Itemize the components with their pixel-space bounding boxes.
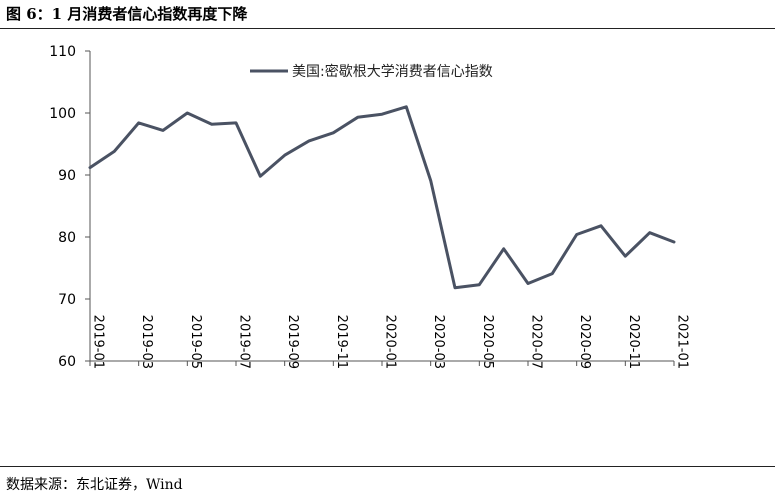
data-source-note: 数据来源：东北证券，Wind: [6, 477, 183, 493]
series-line: [88, 105, 676, 290]
y-tick-label: 100: [49, 106, 76, 122]
y-tick-label: 80: [58, 230, 76, 246]
y-tick-label: 70: [58, 292, 76, 308]
x-tick-label: 2019-07: [237, 315, 252, 369]
x-tick-label: 2019-09: [285, 315, 300, 369]
series-layer: [88, 105, 676, 290]
x-tick-label: 2020-05: [480, 315, 495, 369]
x-tick-label: 2019-03: [139, 315, 154, 369]
x-axis: 2019-01 2019-03 2019-05 2019-07 2019-09 2019-…: [89, 315, 690, 369]
x-tick-label: 2019-05: [188, 315, 203, 369]
y-axis: 60 70 80 90 100 110: [49, 44, 91, 370]
x-tick-label: 2019-01: [91, 315, 106, 369]
x-tick-label: 2020-09: [577, 315, 592, 369]
x-tick-label: 2020-03: [431, 315, 446, 369]
y-tick-label: 110: [49, 44, 76, 60]
x-tick-label: 2020-01: [383, 315, 398, 369]
x-tick-label: 2020-11: [626, 315, 641, 369]
bottom-rule: [0, 466, 775, 467]
y-tick-label: 60: [58, 354, 76, 370]
x-tick-label: 2019-11: [334, 315, 349, 369]
x-tick-label: 2021-01: [675, 315, 690, 369]
legend: 美国:密歇根大学消费者信心指数: [250, 63, 493, 80]
legend-label: 美国:密歇根大学消费者信心指数: [292, 63, 493, 80]
top-rule: [0, 28, 775, 29]
x-tick-label: 2020-07: [529, 315, 544, 369]
y-tick-label: 90: [58, 168, 76, 184]
figure-title: 图 6：1 月消费者信心指数再度下降: [6, 5, 248, 23]
